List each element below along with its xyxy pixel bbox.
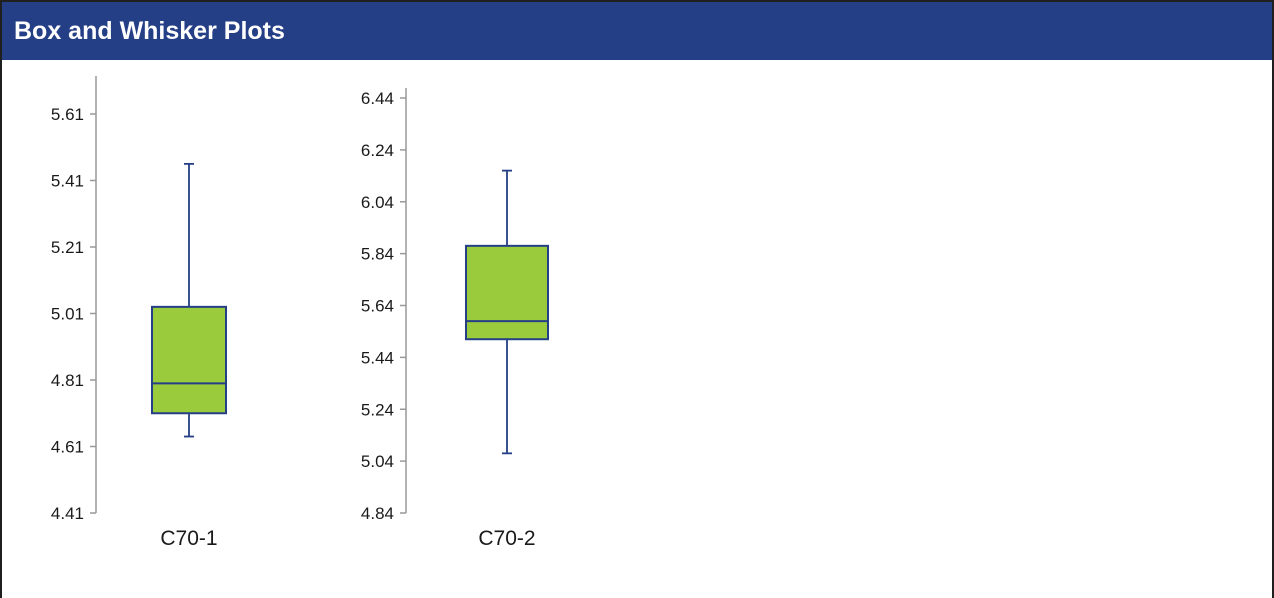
category-label: C70-2 [478,527,535,550]
y-tick-label: 5.64 [361,297,394,316]
iqr-box [151,305,227,415]
y-tick-label: 6.04 [361,193,394,212]
y-tick-label: 5.44 [361,348,394,367]
y-tick-label: 4.81 [51,371,84,390]
y-tick-label: 4.41 [51,504,84,523]
y-tick-label: 5.84 [361,245,394,264]
y-tick-label: 4.84 [361,504,394,523]
y-tick-label: 5.41 [51,172,84,191]
y-tick-label: 5.21 [51,238,84,257]
y-tick-label: 5.24 [361,400,394,419]
y-tick-label: 5.61 [51,105,84,124]
y-tick-label: 6.24 [361,141,394,160]
y-tick-label: 5.04 [361,452,394,471]
y-tick-label: 4.61 [51,438,84,457]
iqr-box [465,244,549,341]
panel-title: Box and Whisker Plots [14,17,285,45]
y-tick-label: 5.01 [51,305,84,324]
panel-header: Box and Whisker Plots [2,2,1272,60]
y-tick-label: 6.44 [361,89,394,108]
category-label: C70-1 [160,527,217,550]
